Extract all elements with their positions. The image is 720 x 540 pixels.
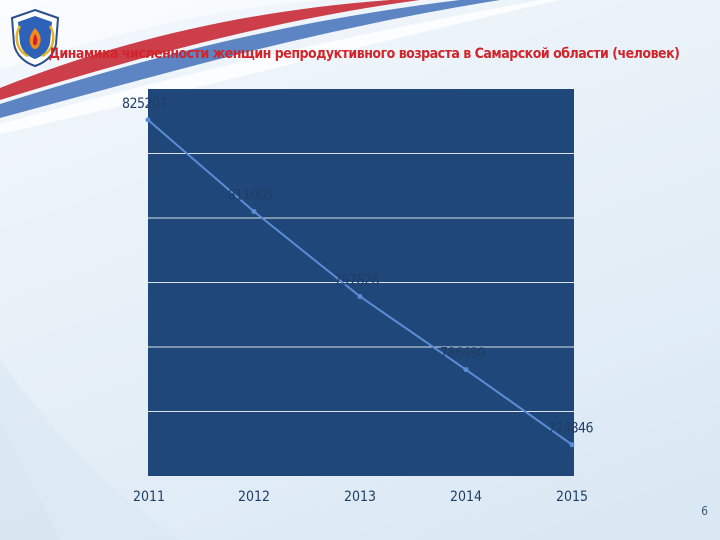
x-tick-label-2013: 2013 [344,489,376,505]
data-point-2011 [145,117,151,123]
data-label-2014: 786490 [440,346,486,362]
chart-title: Динамика численности женщин репродуктивн… [48,46,680,62]
data-point-2015 [569,442,575,448]
data-points [145,117,575,448]
page-number: 6 [701,504,708,518]
x-tick-label-2014: 2014 [450,489,482,505]
x-tick-label-2011: 2011 [133,489,165,505]
data-labels: 825207 811005 797828 786490 774846 [122,96,594,437]
data-point-2012 [251,209,257,215]
emblem-logo [10,8,60,68]
x-axis-tick-labels: 2011 2012 2013 2014 2015 [133,489,588,505]
data-label-2013: 797828 [334,273,380,289]
data-point-2014 [463,367,469,373]
data-point-2013 [357,294,363,300]
data-label-2012: 811005 [228,188,273,204]
data-label-2011: 825207 [122,96,167,112]
data-label-2015: 774846 [548,421,594,437]
x-tick-label-2015: 2015 [556,489,588,505]
x-tick-label-2012: 2012 [238,489,270,505]
gridlines [148,153,574,412]
